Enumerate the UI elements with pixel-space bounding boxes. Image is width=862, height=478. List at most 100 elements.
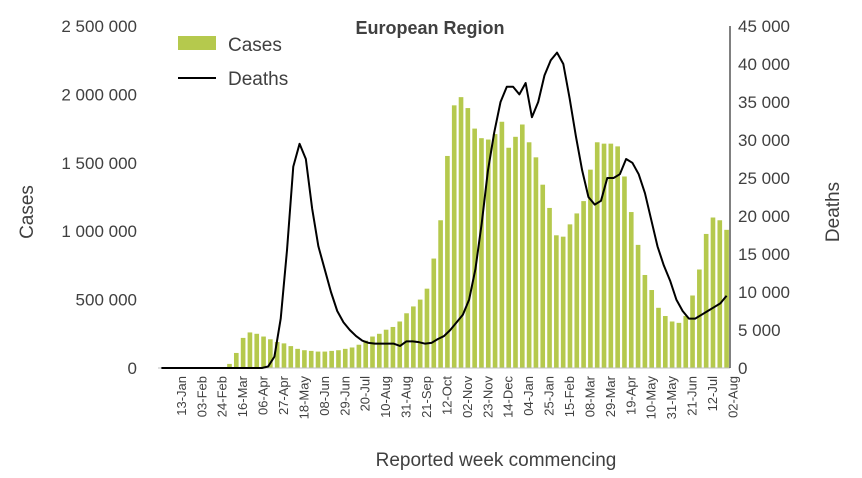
cases-bar <box>697 269 702 368</box>
x-tick-label: 02-Aug <box>725 376 740 418</box>
cases-bar <box>656 307 661 368</box>
cases-bar <box>533 157 539 368</box>
cases-bar <box>424 288 430 368</box>
cases-bars <box>220 97 729 368</box>
x-tick-label: 20-Jul <box>358 376 373 412</box>
cases-bar <box>254 333 260 368</box>
cases-bar <box>574 213 580 368</box>
x-tick-label: 31-Aug <box>399 376 414 418</box>
cases-bar <box>717 220 723 368</box>
x-tick-label: 21-Jun <box>685 376 700 416</box>
cases-bar <box>268 339 273 368</box>
cases-bar <box>342 348 348 368</box>
y-tick-right-label: 15 000 <box>738 245 790 264</box>
x-tick-label: 24-Feb <box>215 376 230 417</box>
x-tick-label: 02-Nov <box>460 376 475 418</box>
cases-bar <box>635 244 641 368</box>
cases-bar <box>336 350 341 368</box>
y-tick-left-label: 2 000 000 <box>61 85 137 104</box>
cases-bar <box>308 350 314 368</box>
cases-bar <box>676 322 682 368</box>
cases-bar <box>349 347 355 368</box>
cases-bar <box>445 155 450 368</box>
legend-label-deaths: Deaths <box>228 69 288 90</box>
cases-bar <box>240 337 246 368</box>
cases-bar <box>649 290 655 368</box>
x-tick-label: 29-Mar <box>603 375 618 417</box>
cases-bar <box>710 217 716 368</box>
deaths-line-layer <box>161 51 728 369</box>
cases-bar <box>274 342 280 368</box>
x-axis-ticks: 13-Jan 03-Feb 24-Feb 16-Mar 06-Apr 27-Apr 18-M… <box>174 375 741 419</box>
cases-bar <box>479 138 484 368</box>
cases-bar <box>594 142 600 368</box>
y-tick-right-label: 5 000 <box>738 321 781 340</box>
y-axis-left-title: Cases <box>17 185 38 239</box>
y-tick-right-label: 45 000 <box>738 17 790 36</box>
cases-bar <box>233 352 239 368</box>
cases-bar <box>288 346 294 368</box>
cases-bar <box>588 169 593 368</box>
cases-bar <box>724 229 729 368</box>
x-tick-label: 29-Jun <box>337 376 352 416</box>
x-tick-label: 16-Mar <box>235 375 250 417</box>
x-tick-label: 03-Feb <box>194 376 209 417</box>
cases-bar <box>329 350 334 368</box>
cases-bar <box>431 258 437 368</box>
legend: Cases Deaths <box>178 35 288 90</box>
cases-bar <box>281 343 287 368</box>
x-tick-label: 04-Jan <box>521 376 536 416</box>
y-axis-right-title: Deaths <box>823 182 844 242</box>
x-tick-label: 25-Jan <box>542 376 557 416</box>
cases-bar <box>472 128 477 368</box>
legend-swatch-cases <box>178 36 216 50</box>
y-tick-right-label: 35 000 <box>738 93 790 112</box>
x-tick-label: 21-Sep <box>419 376 434 418</box>
y-tick-left-label: 1 500 000 <box>61 154 137 173</box>
x-tick-label: 18-May <box>296 376 311 420</box>
deaths-line <box>161 51 728 369</box>
cases-bar <box>438 220 443 368</box>
cases-bar <box>560 236 566 368</box>
legend-label-cases: Cases <box>228 35 282 56</box>
cases-bar <box>302 350 307 368</box>
cases-bar <box>465 108 471 368</box>
x-tick-label: 15-Feb <box>562 376 577 417</box>
left-axis-ticks: 0 500 000 1 000 000 1 500 000 2 000 000 2 500… <box>61 17 137 378</box>
y-tick-right-label: 30 000 <box>738 131 790 150</box>
cases-bar <box>390 326 396 368</box>
x-tick-label: 10-May <box>644 376 659 420</box>
y-tick-right-label: 20 000 <box>738 207 790 226</box>
cases-bar <box>247 332 253 368</box>
cases-bar <box>417 299 423 368</box>
cases-bar <box>581 201 586 368</box>
cases-bar <box>622 176 627 368</box>
cases-bar <box>499 121 505 368</box>
cases-bar <box>485 139 491 368</box>
cases-bar <box>547 207 552 368</box>
x-tick-label: 12-Jul <box>705 376 720 412</box>
cases-bar <box>356 344 362 368</box>
cases-bar <box>322 351 328 368</box>
cases-bar <box>315 351 321 368</box>
cases-bar <box>261 336 266 368</box>
cases-bar <box>397 321 403 368</box>
cases-bar <box>451 105 457 368</box>
y-tick-left-label: 2 500 000 <box>61 17 137 36</box>
cases-bar <box>458 97 464 368</box>
cases-bar <box>540 184 546 368</box>
cases-bar <box>642 274 648 368</box>
x-tick-label: 31-May <box>664 376 679 420</box>
x-tick-label: 08-Jun <box>317 376 332 416</box>
cases-bar <box>683 316 689 368</box>
x-tick-label: 14-Dec <box>501 376 516 418</box>
cases-bar <box>669 321 675 368</box>
x-tick-label: 12-Oct <box>439 376 454 415</box>
cases-bar <box>295 348 300 368</box>
cases-bar <box>411 306 416 368</box>
cases-bar <box>363 340 369 368</box>
y-tick-left-label: 1 000 000 <box>61 222 137 241</box>
cases-bar <box>615 146 620 368</box>
cases-bar <box>513 136 518 368</box>
